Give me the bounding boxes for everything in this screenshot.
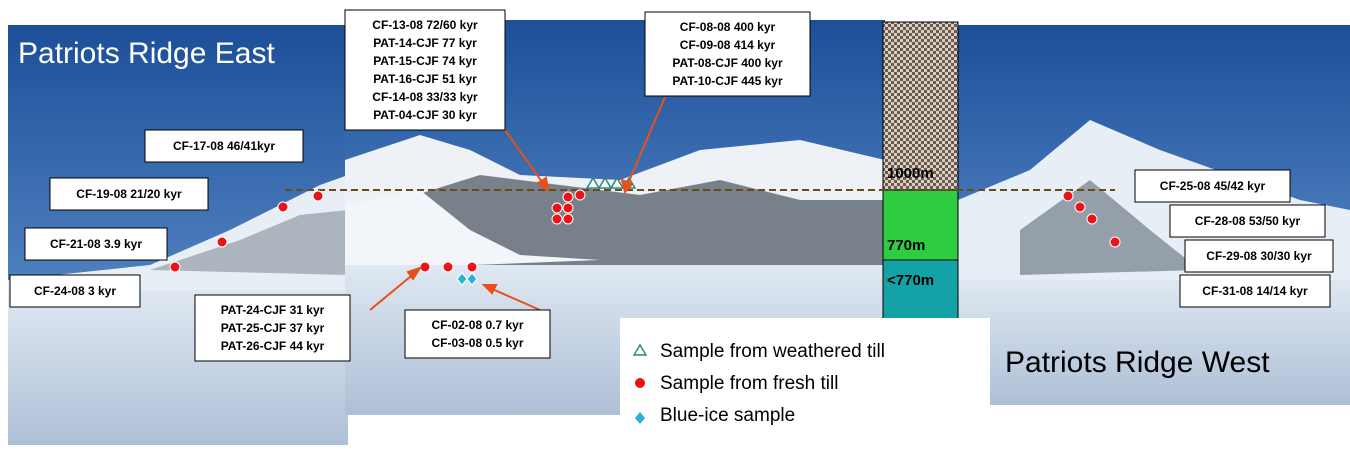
label-line: CF-13-08 72/60 kyr [372, 18, 478, 32]
label-line: CF-29-08 30/30 kyr [1206, 249, 1312, 263]
label-line: CF-28-08 53/50 kyr [1195, 214, 1301, 228]
label-line: CF-09-08 414 kyr [680, 38, 776, 52]
elevation-column: 1000m 770m <770m [883, 22, 958, 320]
label-line: PAT-08-CJF 400 kyr [672, 56, 783, 70]
legend: Sample from weathered till Sample from f… [620, 318, 990, 450]
elevation-label: 770m [887, 237, 925, 254]
legend-label: Blue-ice sample [660, 405, 795, 426]
label-line: PAT-24-CJF 31 kyr [221, 303, 325, 317]
label-line: CF-21-08 3.9 kyr [50, 237, 142, 251]
label-line: PAT-04-CJF 30 kyr [373, 108, 477, 122]
label-line: CF-14-08 33/33 kyr [372, 90, 478, 104]
sample-label: CF-19-08 21/20 kyr [50, 178, 208, 210]
sample-label: CF-31-08 14/14 kyr [1180, 275, 1330, 307]
label-line: CF-03-08 0.5 kyr [431, 336, 523, 350]
label-line: PAT-26-CJF 44 kyr [221, 339, 325, 353]
elevation-label: <770m [887, 272, 934, 289]
elevation-label: 1000m [887, 165, 934, 182]
sample-label: CF-08-08 400 kyr CF-09-08 414 kyr PAT-08-C… [645, 12, 810, 96]
sample-label: CF-28-08 53/50 kyr [1170, 205, 1325, 237]
sample-label: CF-29-08 30/30 kyr [1185, 240, 1333, 272]
label-line: CF-31-08 14/14 kyr [1202, 284, 1308, 298]
panel-title: Patriots Ridge East [18, 37, 275, 70]
label-line: PAT-15-CJF 74 kyr [373, 54, 477, 68]
sample-label: PAT-24-CJF 31 kyr PAT-25-CJF 37 kyr PAT-26… [195, 295, 350, 361]
sample-label: CF-25-08 45/42 kyr [1135, 170, 1290, 202]
legend-label: Sample from weathered till [660, 341, 885, 362]
legend-label: Sample from fresh till [660, 373, 838, 394]
label-line: PAT-16-CJF 51 kyr [373, 72, 477, 86]
label-line: PAT-10-CJF 445 kyr [672, 74, 783, 88]
label-line: CF-24-08 3 kyr [34, 284, 116, 298]
sample-label: CF-02-08 0.7 kyr CF-03-08 0.5 kyr [405, 310, 550, 358]
label-line: CF-08-08 400 kyr [680, 20, 776, 34]
sample-label: CF-17-08 46/41kyr [145, 130, 303, 162]
label-line: CF-19-08 21/20 kyr [76, 187, 182, 201]
label-line: CF-17-08 46/41kyr [173, 139, 275, 153]
panel-title: Patriots Ridge West [1005, 346, 1270, 379]
label-line: PAT-14-CJF 77 kyr [373, 36, 477, 50]
figure: 1000m 770m <770m Patriots Ridge East Pat… [0, 0, 1350, 450]
sample-label: CF-13-08 72/60 kyr PAT-14-CJF 77 kyr PAT-1… [345, 10, 505, 130]
sample-label: CF-24-08 3 kyr [10, 275, 140, 307]
label-line: PAT-25-CJF 37 kyr [221, 321, 325, 335]
label-line: CF-25-08 45/42 kyr [1160, 179, 1266, 193]
sample-label: CF-21-08 3.9 kyr [25, 228, 167, 260]
label-line: CF-02-08 0.7 kyr [431, 318, 523, 332]
